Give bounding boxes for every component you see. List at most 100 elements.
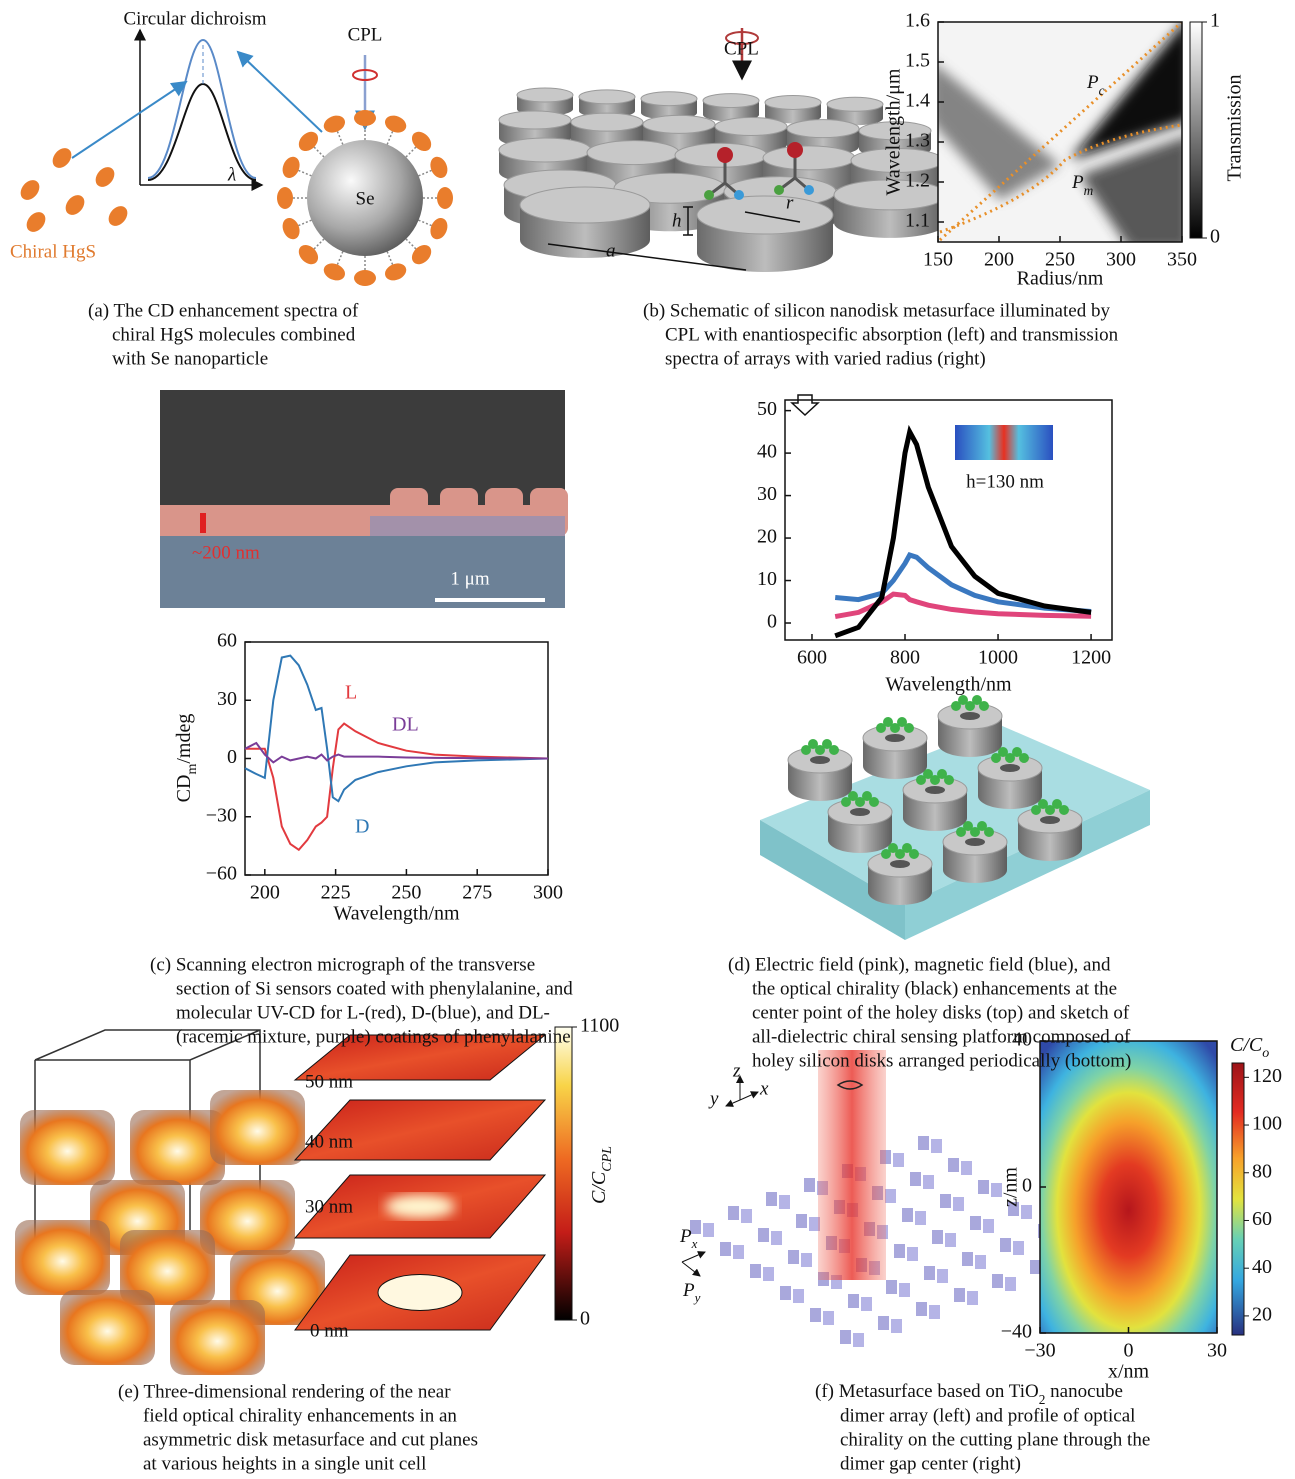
shape — [520, 187, 650, 223]
shape — [893, 1153, 904, 1167]
x-tick-label: 1200 — [1071, 647, 1111, 669]
x-tick-label: 600 — [797, 647, 827, 669]
label: x — [691, 1236, 698, 1251]
shape — [891, 1319, 902, 1333]
shape — [682, 1252, 705, 1262]
caption-line: dimer gap center (right) — [840, 1453, 1021, 1474]
label: m — [1084, 183, 1094, 198]
shape — [210, 1090, 305, 1165]
colorbar-tick-label: 80 — [1252, 1160, 1272, 1182]
shape — [918, 1136, 929, 1150]
shape — [804, 1178, 815, 1192]
shape — [970, 1216, 981, 1230]
caption-line: holey silicon disks arranged periodicall… — [752, 1050, 1131, 1071]
shape — [975, 1255, 986, 1269]
shape — [894, 1244, 905, 1258]
x-axis-label: Radius/nm — [1017, 268, 1104, 290]
series-line — [835, 432, 1091, 636]
shape — [382, 112, 408, 135]
shape — [733, 1245, 744, 1259]
colorbar — [555, 1027, 572, 1320]
shape — [829, 745, 839, 755]
x-tick-label: 300 — [533, 882, 563, 904]
label: C/Co — [1230, 1034, 1269, 1061]
shape — [728, 1206, 739, 1220]
shape — [1019, 753, 1029, 763]
y-tick-label: 20 — [757, 526, 777, 548]
x-tick-label: 1000 — [978, 647, 1018, 669]
shape — [321, 260, 347, 283]
shape — [984, 827, 994, 837]
shape — [763, 1267, 774, 1281]
shape — [643, 115, 715, 133]
shape — [499, 111, 571, 129]
caption-text: (f) Metasurface based on TiO — [815, 1381, 1039, 1402]
shape — [848, 1294, 859, 1308]
caption-line: all-dielectric chiral sensing platform c… — [752, 1026, 1131, 1047]
caption-line: asymmetric disk metasurface and cut plan… — [143, 1429, 478, 1450]
shape — [1013, 1241, 1024, 1255]
caption-line: field optical chirality enhancements in … — [143, 1405, 457, 1426]
series-label: D — [355, 816, 369, 838]
y-tick-label: 40 — [757, 441, 777, 463]
label: y — [708, 1088, 719, 1109]
shape — [925, 786, 945, 794]
shape — [298, 170, 311, 175]
shape — [916, 1302, 927, 1316]
shape — [818, 1050, 886, 1280]
shape — [954, 1288, 965, 1302]
shape — [720, 1242, 731, 1256]
shape — [771, 1231, 782, 1245]
shape — [279, 215, 302, 241]
shape — [909, 849, 919, 859]
caption-line: at various heights in a single unit cell — [143, 1453, 426, 1474]
series-line — [245, 724, 548, 850]
y-tick-label: 1.5 — [905, 50, 930, 72]
shape — [406, 147, 416, 157]
plot-frame — [785, 400, 1112, 640]
shape — [60, 1290, 155, 1365]
shape — [200, 513, 206, 533]
shape — [1000, 764, 1020, 772]
label: a — [606, 240, 616, 261]
y-tick-label: 30 — [217, 688, 237, 710]
shape — [910, 1172, 921, 1186]
shape — [787, 142, 803, 158]
x-tick-label: 30 — [1207, 1340, 1227, 1362]
label: CD — [173, 775, 195, 803]
shape — [792, 395, 818, 415]
label: P — [679, 1226, 692, 1247]
x-tick-label: 200 — [984, 249, 1014, 271]
x-tick-label: 200 — [250, 882, 280, 904]
shape — [869, 797, 879, 807]
shape — [904, 723, 914, 733]
y-tick-label: −60 — [206, 863, 237, 885]
shape — [937, 1269, 948, 1283]
label: CPL — [600, 1146, 615, 1172]
shape — [387, 252, 392, 265]
shape — [787, 120, 859, 138]
colorbar — [1190, 22, 1202, 238]
y-tick-label: 1.2 — [905, 170, 930, 192]
label: P — [1071, 172, 1084, 193]
x-tick-label: 350 — [1167, 249, 1197, 271]
shape — [940, 1194, 951, 1208]
caption-line: spectra of arrays with varied radius (ri… — [665, 348, 986, 369]
y-tick-label: 1.3 — [905, 130, 930, 152]
shape — [105, 202, 131, 229]
shape — [890, 860, 910, 868]
shape — [932, 1230, 943, 1244]
caption-line: center point of the holey disks (top) an… — [752, 1002, 1130, 1023]
shape — [740, 1092, 758, 1100]
shape — [387, 131, 392, 144]
shape — [960, 712, 980, 720]
y-axis-label: Wavelength/μm — [883, 68, 905, 195]
x-tick-label: 250 — [391, 882, 421, 904]
x-axis-label: Wavelength/nm — [885, 674, 1012, 696]
colorbar-tick-label: 100 — [1252, 1113, 1282, 1135]
y-tick-label: 60 — [217, 630, 237, 652]
shape — [378, 1275, 462, 1311]
shape — [885, 1189, 896, 1203]
shape — [279, 154, 302, 180]
shape — [804, 185, 814, 195]
